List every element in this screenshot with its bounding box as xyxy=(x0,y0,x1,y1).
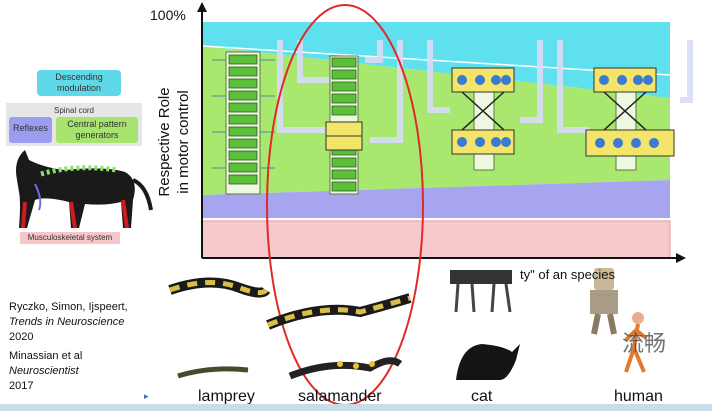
reference-ryczko: Ryczko, Simon, Ijspeert, Trends in Neuro… xyxy=(9,300,169,345)
reference-authors: Minassian et al xyxy=(9,350,83,362)
species-label-lamprey: lamprey xyxy=(198,388,255,405)
human-cpg-network xyxy=(585,67,675,171)
legend-spinal-cord-label: Spinal cord xyxy=(53,106,95,115)
species-label-cat: cat xyxy=(471,388,493,405)
lamprey-cpg-chain xyxy=(212,51,275,195)
humanoid-robot-icon xyxy=(590,268,648,373)
cat-robot-icon xyxy=(450,270,520,380)
descending-connectors xyxy=(277,40,693,143)
y-axis-max-label: 100% xyxy=(150,7,186,23)
cursor-icon: ▸ xyxy=(144,391,149,401)
reference-authors: Ryczko, Simon, Ijspeert, xyxy=(9,301,128,313)
lamprey-robot-icon xyxy=(168,277,271,379)
cat-skeleton-illustration-icon xyxy=(16,150,153,229)
salamander-robot-icon xyxy=(266,293,412,380)
reference-minassian: Minassian et al Neuroscientist 2017 xyxy=(9,349,169,394)
species-label-salamander: salamander xyxy=(298,388,382,405)
legend-central-pattern-generators: Central pattern generators xyxy=(56,117,138,143)
reference-journal: Neuroscientist xyxy=(9,365,79,377)
salamander-cpg-chain xyxy=(325,55,363,195)
x-axis-label: ty" of an species xyxy=(520,267,615,282)
reference-year: 2020 xyxy=(9,331,34,343)
band-reflexes xyxy=(202,180,670,218)
y-axis-label-line1: Respective Role xyxy=(156,87,173,197)
reference-year: 2017 xyxy=(9,380,34,392)
band-musculoskeletal xyxy=(201,220,671,259)
y-axis-label-line2: in motor control xyxy=(175,90,192,194)
legend-descending-modulation: Descending modulation xyxy=(37,70,121,96)
y-axis-label: Respective Role in motor control xyxy=(155,87,195,197)
species-label-human: human xyxy=(614,388,663,405)
player-watermark: 流畅 xyxy=(622,331,667,356)
reference-journal: Trends in Neuroscience xyxy=(9,316,125,328)
cat-cpg-network xyxy=(451,67,515,171)
player-progress-bar[interactable] xyxy=(0,404,712,411)
legend-musculoskeletal-system: Musculoskeletal system xyxy=(20,232,120,244)
band-cpg xyxy=(202,46,670,195)
legend-reflexes: Reflexes xyxy=(9,117,52,143)
